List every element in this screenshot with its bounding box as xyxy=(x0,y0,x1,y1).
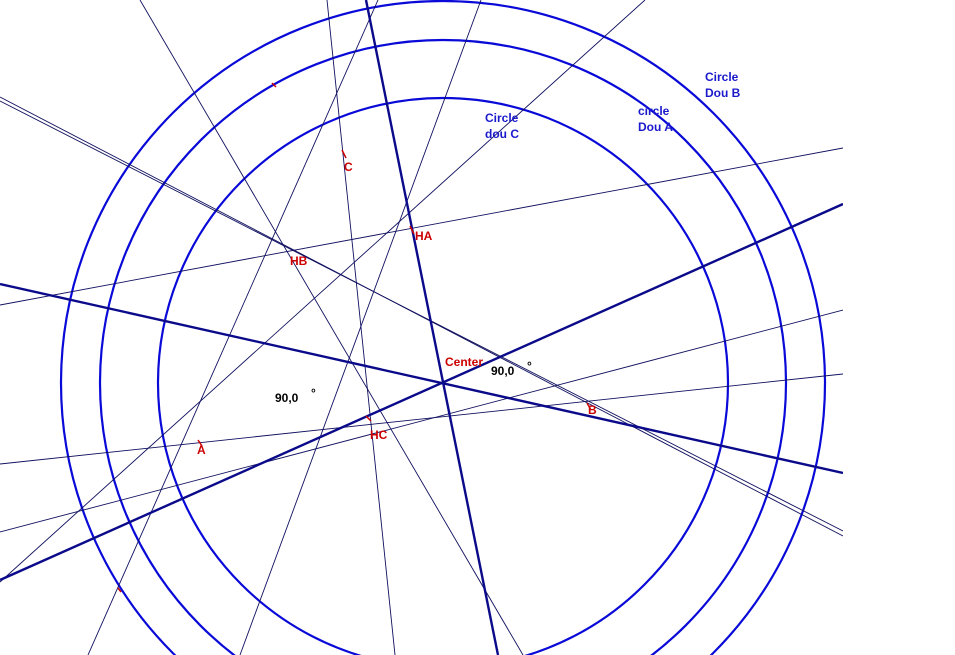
circle-dou-a-label-1: circle xyxy=(638,104,670,118)
point-label-a: A xyxy=(197,443,206,457)
point-label-hc: HC xyxy=(370,428,388,442)
tick-top xyxy=(271,82,277,88)
line-b-hb xyxy=(0,96,843,537)
axis-rising xyxy=(0,202,843,582)
tick-a xyxy=(197,439,203,447)
circle-labels: Circle dou C circle Dou A Circle Dou B xyxy=(485,70,741,141)
point-label-b: B xyxy=(588,403,597,417)
tick-c xyxy=(341,149,347,159)
axis-falling xyxy=(0,282,843,475)
circle-dou-a xyxy=(99,39,787,655)
tick-ha xyxy=(409,225,415,235)
thin-lines xyxy=(0,0,843,655)
line-c-hc xyxy=(326,0,396,655)
thick-lines xyxy=(0,0,843,655)
angle-label-right: 90,0 xyxy=(491,364,515,378)
line-hb-ha xyxy=(0,147,843,306)
point-label-center: Center xyxy=(445,355,483,369)
circle-dou-b xyxy=(60,0,826,655)
circle-dou-b-label-1: Circle xyxy=(705,70,739,84)
circles xyxy=(60,0,826,655)
axis-steep xyxy=(364,0,500,655)
circle-dou-b-label-2: Dou B xyxy=(705,86,741,100)
angle-unit-left: ° xyxy=(311,386,316,400)
point-labels: C HA HB Center B HC A xyxy=(197,160,597,457)
line-a-b xyxy=(0,373,843,465)
line-hc-center xyxy=(0,309,843,533)
tick-b xyxy=(586,402,592,411)
line-a-ha xyxy=(0,0,646,583)
point-label-c: C xyxy=(344,160,353,174)
angle-label-left: 90,0 xyxy=(275,391,299,405)
line-a-c xyxy=(87,0,379,655)
circle-dou-c xyxy=(156,96,730,655)
point-label-hb: HB xyxy=(290,254,308,268)
circle-dou-c-label-2: dou C xyxy=(485,127,519,141)
tick-marks xyxy=(117,82,592,593)
angle-unit-right: ° xyxy=(527,359,532,373)
tick-bottom xyxy=(117,587,122,593)
circle-dou-c-label-1: Circle xyxy=(485,111,519,125)
circle-dou-a-label-2: Dou A xyxy=(638,120,673,134)
line-hb-hc xyxy=(139,0,524,655)
tick-hc xyxy=(365,415,372,422)
angle-labels: 90,0 ° 90,0 ° xyxy=(275,359,532,405)
point-label-ha: HA xyxy=(415,229,433,243)
line-ha-hc xyxy=(239,0,482,655)
